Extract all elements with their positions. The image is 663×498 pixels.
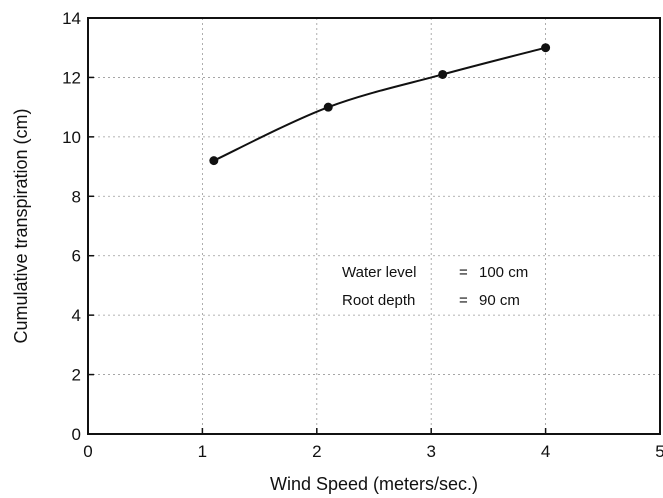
annotation-water-level-value: 100 cm: [479, 264, 528, 281]
y-tick-label: 2: [72, 366, 81, 385]
series-line: [213, 46, 546, 162]
x-tick-label: 0: [83, 442, 92, 461]
data-point: [438, 69, 448, 79]
y-tick-label: 12: [62, 68, 81, 87]
plot-frame: [87, 17, 661, 435]
y-tick-label: 10: [62, 128, 81, 147]
data-point: [323, 102, 333, 112]
series: [209, 43, 551, 166]
gridlines: [88, 18, 660, 434]
annotation-root-depth-equals: =: [459, 292, 468, 309]
annotation-root-depth-value: 90 cm: [479, 292, 520, 309]
y-tick-label: 8: [72, 187, 81, 206]
x-axis-label: Wind Speed (meters/sec.): [270, 474, 478, 494]
y-axis-label: Cumulative transpiration (cm): [11, 108, 31, 343]
data-point: [209, 156, 219, 166]
y-tick-label: 6: [72, 247, 81, 266]
annotation-root-depth-label: Root depth: [342, 292, 415, 309]
y-tick-label: 4: [72, 306, 81, 325]
x-tick-label: 2: [312, 442, 321, 461]
y-tick-label: 14: [62, 9, 81, 28]
x-tick-label: 4: [541, 442, 550, 461]
x-tick-label: 1: [198, 442, 207, 461]
x-tick-label: 5: [655, 442, 663, 461]
annotation-water-level-label: Water level: [342, 264, 416, 281]
y-tick-label: 0: [72, 425, 81, 444]
annotation: Water level = 100 cm Root depth = 90 cm: [342, 264, 528, 309]
x-tick-label: 3: [426, 442, 435, 461]
annotation-water-level-equals: =: [459, 264, 468, 281]
data-point: [541, 43, 551, 53]
